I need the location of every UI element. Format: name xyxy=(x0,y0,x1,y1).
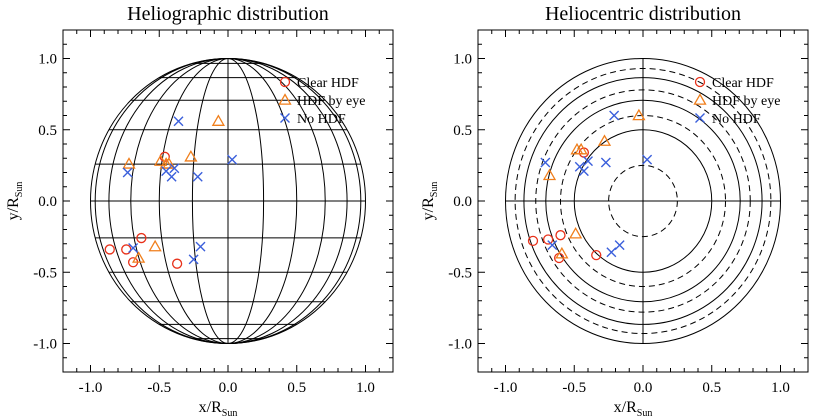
hdf-by-eye-point xyxy=(154,154,168,166)
hdf-by-eye-point xyxy=(184,150,198,162)
y-axis-label: y/RSun xyxy=(420,182,440,221)
legend-marker-circle xyxy=(694,76,706,88)
no-hdf-point xyxy=(169,163,180,174)
hdf-by-eye-point xyxy=(122,157,136,169)
heliographic-panel: Heliographic distribution -1.0 -0.5 0.0 0.5 1… xyxy=(5,3,394,419)
hdf-by-eye-point xyxy=(569,226,583,239)
no-hdf-point xyxy=(227,154,238,165)
chart-title: Heliocentric distribution xyxy=(545,3,741,25)
y-tick-label: 0.0 xyxy=(38,194,57,210)
legend-marker-x xyxy=(280,113,290,123)
legend-marker-x xyxy=(695,113,705,123)
clear-hdf-point xyxy=(136,232,147,244)
hdf-by-eye-point xyxy=(632,108,646,121)
clear-hdf-point xyxy=(104,244,115,255)
legend-marker-triangle xyxy=(278,93,292,105)
y-axis-label-sub: Sun xyxy=(429,182,440,198)
y-tick-label: 1.0 xyxy=(38,52,57,68)
no-hdf-point xyxy=(642,154,653,165)
x-tick-label: 0.5 xyxy=(287,380,306,396)
x-tick-label: -0.5 xyxy=(562,380,586,396)
y-axis-label-main: y/R xyxy=(420,197,437,220)
no-hdf-point xyxy=(166,171,177,182)
no-hdf-point xyxy=(128,243,139,254)
y-tick-label: -1.0 xyxy=(448,337,472,353)
series-circle xyxy=(527,147,602,264)
hdf-by-eye-point xyxy=(132,251,146,263)
x-axis-label-sub: Sun xyxy=(222,408,238,419)
x-tick-label: -0.5 xyxy=(147,380,171,396)
clear-hdf-point xyxy=(591,249,602,261)
no-hdf-point xyxy=(195,241,206,252)
y-axis-label-sub: Sun xyxy=(14,182,25,198)
no-hdf-point xyxy=(583,156,593,167)
y-tick-label: -1.0 xyxy=(33,337,57,353)
series-triangle xyxy=(122,114,225,263)
legend: Clear HDF HDF by eye No HDF xyxy=(278,76,365,127)
chart-title: Heliographic distribution xyxy=(127,3,329,25)
no-hdf-point xyxy=(122,167,133,178)
y-tick-label: 0.5 xyxy=(38,123,57,139)
x-tick-label: -1.0 xyxy=(79,380,103,396)
no-hdf-point xyxy=(578,166,589,177)
clear-hdf-point xyxy=(171,258,183,269)
hdf-by-eye-point xyxy=(597,134,612,146)
legend-marker-circle xyxy=(279,76,291,88)
clear-hdf-point xyxy=(542,234,554,245)
legend-label: No HDF xyxy=(297,112,346,127)
y-tick-label: 0.0 xyxy=(453,194,472,210)
x-tick-label: -1.0 xyxy=(494,380,518,396)
legend-marker-triangle xyxy=(693,93,707,105)
legend-label: Clear HDF xyxy=(712,76,774,91)
clear-hdf-point xyxy=(555,230,566,241)
legend-label: HDF by eye xyxy=(297,94,365,109)
x-tick-label: 0.0 xyxy=(219,380,238,396)
background-grid xyxy=(505,58,781,344)
x-tick-label: 1.0 xyxy=(771,380,790,396)
series-x xyxy=(122,116,238,265)
series-x xyxy=(540,110,653,258)
y-tick-label: -0.5 xyxy=(33,265,57,281)
legend-label: No HDF xyxy=(712,112,761,127)
no-hdf-point xyxy=(614,240,625,251)
x-axis-label-sub: Sun xyxy=(637,408,653,419)
background-grid xyxy=(90,58,366,344)
x-tick-label: 0.0 xyxy=(634,380,653,396)
legend: Clear HDF HDF by eye No HDF xyxy=(693,76,780,127)
heliocentric-panel: Heliocentric distribution -1.0 -0.5 0.0 0.5 1… xyxy=(420,3,809,419)
no-hdf-point xyxy=(173,116,184,127)
x-tick-label: 1.0 xyxy=(356,380,375,396)
x-axis-label-main: x/R xyxy=(199,399,222,416)
hdf-by-eye-point xyxy=(555,246,569,259)
x-tick-label: 0.5 xyxy=(702,380,721,396)
clear-hdf-point xyxy=(527,235,539,247)
no-hdf-point xyxy=(609,110,620,121)
hdf-by-eye-point xyxy=(574,142,588,155)
x-axis-label: x/RSun xyxy=(614,399,653,419)
y-axis-label: y/RSun xyxy=(5,182,25,221)
no-hdf-point xyxy=(188,254,199,265)
no-hdf-point xyxy=(192,171,203,182)
y-axis-label-main: y/R xyxy=(5,197,22,220)
no-hdf-point xyxy=(600,157,611,168)
hdf-by-eye-point xyxy=(211,114,225,126)
y-tick-label: -0.5 xyxy=(448,265,472,281)
hdf-by-eye-point xyxy=(542,168,557,181)
x-axis-label: x/RSun xyxy=(199,399,238,419)
no-hdf-point xyxy=(606,247,617,258)
hdf-by-eye-point xyxy=(148,239,162,252)
no-hdf-point xyxy=(547,240,558,251)
x-axis-label-main: x/R xyxy=(614,399,637,416)
legend-label: HDF by eye xyxy=(712,94,780,109)
no-hdf-point xyxy=(540,157,551,168)
series-triangle xyxy=(542,108,646,259)
y-tick-label: 0.5 xyxy=(453,123,472,139)
y-tick-label: 1.0 xyxy=(453,52,472,68)
legend-label: Clear HDF xyxy=(297,76,359,91)
